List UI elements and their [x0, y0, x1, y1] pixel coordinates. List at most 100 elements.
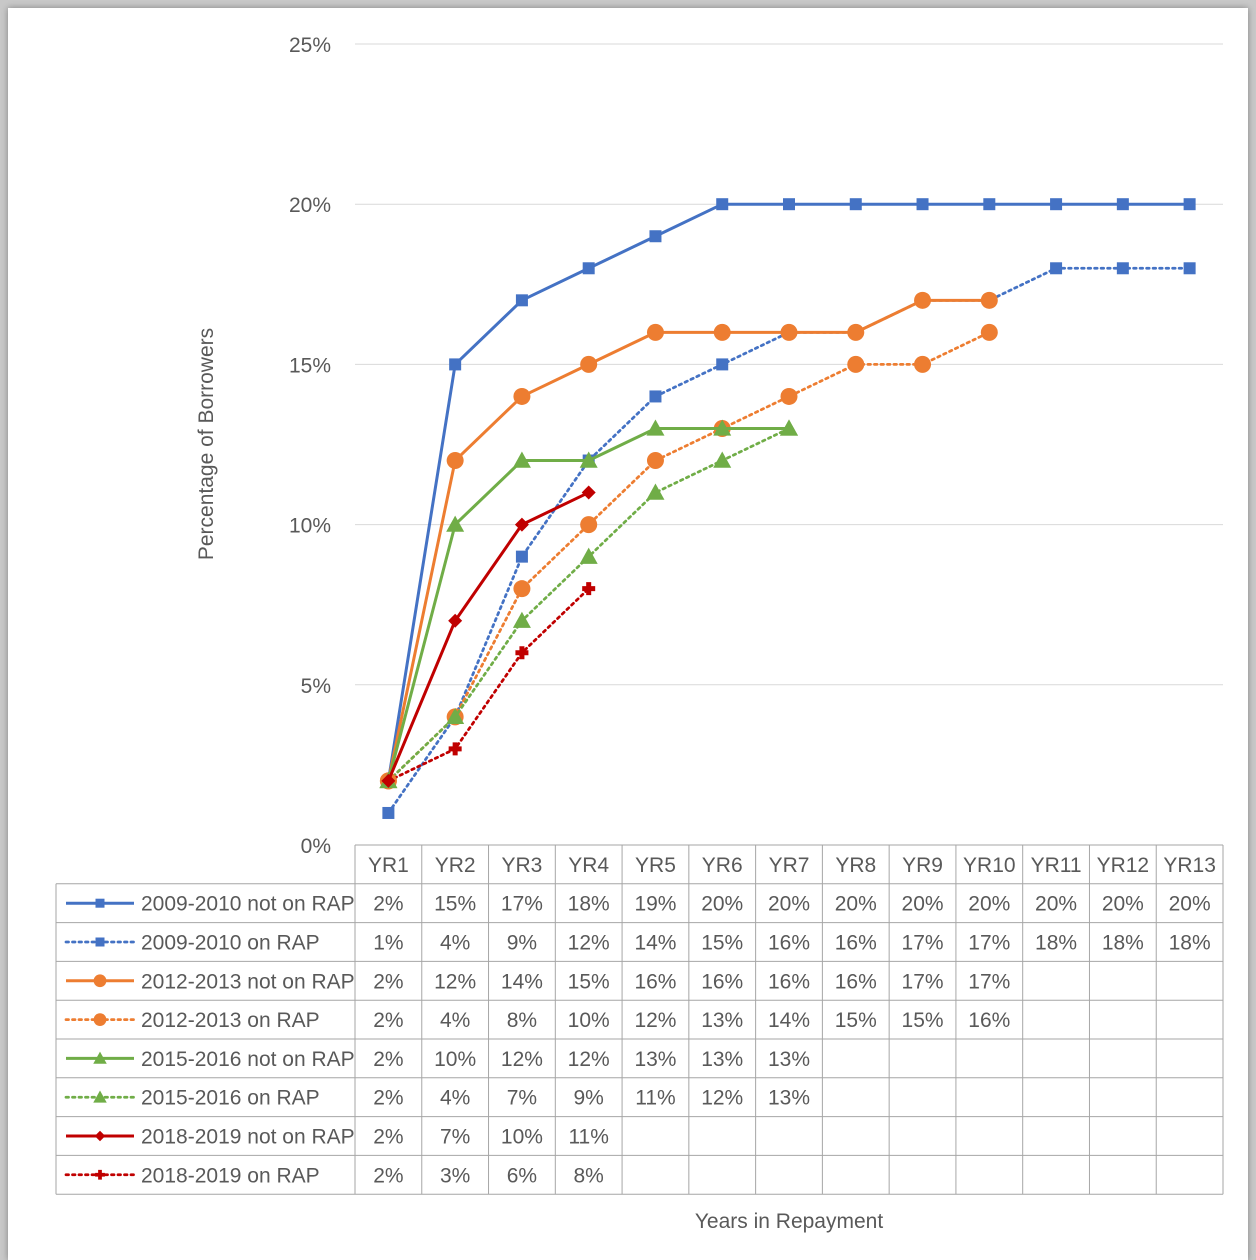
- data-label: 18%: [1102, 932, 1144, 955]
- table-row: 2012-2013 on RAP 2% 4% 8% 10% 12% 13% 14% 15% 15%…: [64, 1009, 1010, 1032]
- data-label: 12%: [568, 1048, 610, 1071]
- data-label: 12%: [501, 1048, 543, 1071]
- data-point: [512, 451, 531, 468]
- data-point: [649, 390, 662, 403]
- gridlines: [355, 43, 1223, 686]
- x-tick-label: YR12: [1097, 854, 1150, 877]
- data-label: 17%: [968, 932, 1010, 955]
- table-row: 2018-2019 on RAP 2% 3% 6% 8%: [64, 1164, 604, 1187]
- data-point: [512, 611, 531, 628]
- table-row: 2015-2016 on RAP 2% 4% 7% 9% 11% 12% 13%: [64, 1087, 810, 1110]
- x-tick-label: YR9: [902, 854, 943, 877]
- data-table: YR1 YR2 YR3 YR4 YR5 YR6 YR7 YR8 YR9 YR10 YR11 YR12 Y…: [55, 844, 1224, 1195]
- data-label: 13%: [768, 1048, 810, 1071]
- data-point: [93, 1013, 107, 1026]
- table-row: 2009-2010 not on RAP 2% 15% 17% 18% 19% 20% 20%…: [66, 893, 1211, 916]
- legend-label: 2012-2013 on RAP: [141, 1009, 320, 1032]
- data-point: [916, 198, 929, 211]
- data-point: [513, 580, 531, 598]
- data-label: 16%: [701, 970, 743, 993]
- data-label: 12%: [701, 1087, 743, 1110]
- data-point: [513, 387, 531, 405]
- data-label: 14%: [634, 932, 676, 955]
- data-label: 8%: [574, 1164, 604, 1187]
- data-label: 18%: [1169, 932, 1211, 955]
- data-label: 15%: [568, 970, 610, 993]
- data-label: 20%: [768, 893, 810, 916]
- data-point: [780, 387, 798, 405]
- data-point: [579, 451, 598, 468]
- data-label: 2%: [373, 1126, 403, 1149]
- data-point: [579, 547, 598, 564]
- data-point: [713, 419, 732, 436]
- data-point: [95, 898, 105, 908]
- data-label: 16%: [835, 970, 877, 993]
- data-label: 4%: [440, 1087, 470, 1110]
- data-point: [93, 974, 107, 988]
- data-point: [515, 294, 528, 307]
- chart-frame: 0% 5% 10% 15% 20% 25% YR1 YR2 YR3 YR4 YR5 YR6 YR7 YR…: [8, 8, 1248, 1260]
- data-point: [780, 323, 798, 341]
- data-point: [783, 198, 795, 211]
- data-point: [1183, 198, 1196, 211]
- data-point: [847, 355, 865, 373]
- line-chart: 0%5%10%15%20%25% YR1 YR2 YR3 YR4 YR5 YR6 YR7 YR…: [55, 34, 1224, 1233]
- x-tick-label: YR2: [435, 854, 476, 877]
- data-label: 1%: [373, 932, 403, 955]
- data-label: 17%: [902, 932, 944, 955]
- data-label: 13%: [701, 1048, 743, 1071]
- x-tick-label: YR4: [568, 854, 609, 877]
- data-label: 2%: [373, 1009, 403, 1032]
- data-point: [382, 806, 395, 819]
- data-label: 17%: [968, 970, 1010, 993]
- data-point: [1116, 262, 1129, 275]
- data-label: 2%: [373, 893, 403, 916]
- data-point: [716, 358, 729, 371]
- y-tick-label: 10%: [289, 515, 331, 538]
- data-point: [1050, 262, 1063, 275]
- data-point: [448, 742, 462, 756]
- data-label: 13%: [634, 1048, 676, 1071]
- series-line: [387, 587, 591, 783]
- data-label: 20%: [968, 893, 1010, 916]
- data-point: [448, 613, 463, 628]
- y-tick-label: 0%: [301, 835, 331, 858]
- data-label: 6%: [507, 1164, 537, 1187]
- x-tick-label: YR6: [702, 854, 743, 877]
- data-label: 16%: [634, 970, 676, 993]
- data-point: [646, 452, 664, 470]
- series-line: [386, 202, 1190, 782]
- series-lines: [379, 198, 1196, 819]
- data-point: [646, 483, 665, 500]
- x-tick-label: YR10: [963, 854, 1016, 877]
- data-point: [580, 516, 598, 534]
- data-label: 15%: [902, 1009, 944, 1032]
- y-axis-label: Percentage of Borrowers: [195, 328, 218, 560]
- data-label: 11%: [568, 1126, 608, 1149]
- data-point: [446, 515, 465, 532]
- data-label: 12%: [634, 1009, 676, 1032]
- series-2009-2010-on-rap: [382, 262, 1196, 819]
- series-2012-2013-not-on-rap: [379, 291, 998, 790]
- data-label: 2%: [373, 970, 403, 993]
- x-axis-label: Years in Repayment: [695, 1210, 883, 1233]
- data-label: 15%: [701, 932, 743, 955]
- data-label: 18%: [1035, 932, 1077, 955]
- data-label: 4%: [440, 932, 470, 955]
- data-label: 11%: [635, 1087, 675, 1110]
- series-line: [387, 491, 590, 782]
- table-row: 2015-2016 not on RAP 2% 10% 12% 12% 13% 13% 13%: [66, 1048, 810, 1071]
- x-tick-label: YR3: [501, 854, 542, 877]
- legend-label: 2018-2019 on RAP: [141, 1164, 320, 1187]
- data-point: [580, 355, 598, 373]
- data-point: [93, 1090, 107, 1103]
- data-label: 20%: [835, 893, 877, 916]
- data-label: 16%: [768, 932, 810, 955]
- legend-label: 2009-2010 not on RAP: [141, 893, 355, 916]
- data-point: [914, 355, 932, 373]
- x-tick-label: YR5: [635, 854, 676, 877]
- data-label: 16%: [835, 932, 877, 955]
- data-point: [582, 582, 596, 596]
- data-label: 2%: [373, 1048, 403, 1071]
- data-point: [914, 291, 932, 309]
